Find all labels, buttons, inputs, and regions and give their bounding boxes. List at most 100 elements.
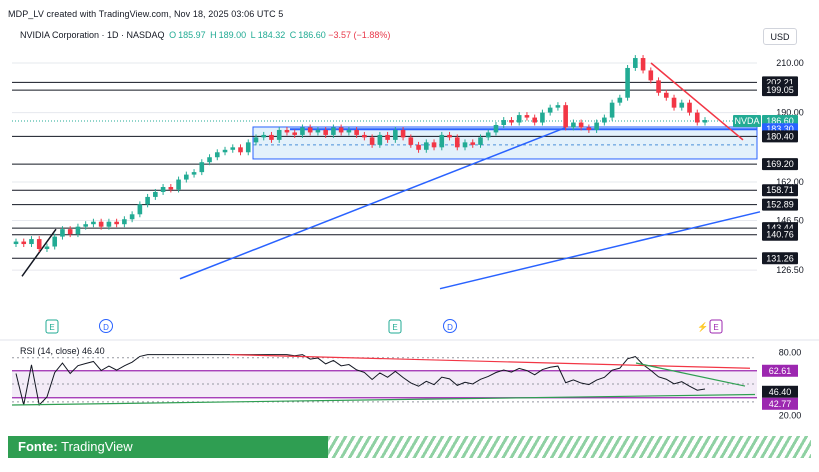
footer-label-bold: Fonte: bbox=[18, 439, 58, 454]
candle-body bbox=[83, 224, 88, 227]
rsi-legend: RSI (14, close) 46.40 bbox=[20, 346, 105, 356]
symbol-title: NVIDIA Corporation · 1D · NASDAQ bbox=[20, 30, 165, 40]
resistance-line bbox=[650, 62, 744, 141]
candle-body bbox=[199, 162, 205, 173]
uptrend-line bbox=[179, 126, 567, 280]
price-label-box bbox=[762, 158, 798, 171]
price-tick-label: 190.00 bbox=[776, 108, 804, 118]
range-box bbox=[252, 126, 758, 160]
rsi-down-line bbox=[635, 362, 746, 387]
close-value: 186.60 bbox=[298, 30, 326, 40]
candle-body bbox=[679, 102, 685, 108]
candle-body bbox=[369, 137, 375, 145]
candle-body bbox=[602, 117, 607, 123]
candle-body bbox=[145, 196, 150, 205]
open-value: 185.97 bbox=[178, 30, 206, 40]
candle-body bbox=[207, 157, 212, 163]
candle-body bbox=[586, 127, 592, 130]
event-marker-label: E bbox=[49, 323, 54, 332]
high-label: H bbox=[210, 30, 217, 40]
rsi-resistance-line bbox=[229, 354, 751, 369]
candle-body bbox=[663, 92, 669, 98]
footer-label: Fonte: TradingView bbox=[18, 439, 133, 454]
price-chart[interactable]: 210.00 190.00 162.00 146.50 126.50 202.21199.… bbox=[0, 0, 819, 436]
candle-body bbox=[331, 127, 336, 135]
rsi-support-line bbox=[11, 393, 756, 406]
candle-body bbox=[114, 221, 119, 225]
candle-body bbox=[454, 137, 460, 148]
event-marker-label: D bbox=[103, 323, 109, 332]
event-marker-label: D bbox=[447, 323, 453, 332]
event-marker-label: E bbox=[392, 323, 397, 332]
candle-body bbox=[578, 122, 584, 128]
candle-body bbox=[671, 97, 677, 108]
candle-body bbox=[633, 58, 638, 68]
earnings-marker bbox=[45, 319, 59, 334]
rsi-label-text: 42.77 bbox=[769, 399, 792, 409]
price-label-text: 202.21 bbox=[766, 77, 794, 87]
price-label-box bbox=[762, 252, 798, 265]
price-label-text: 143.44 bbox=[766, 223, 794, 233]
candle-body bbox=[540, 112, 545, 123]
price-label-box bbox=[733, 115, 761, 128]
candle-body bbox=[532, 117, 537, 123]
candle-body bbox=[393, 129, 398, 140]
rsi-legend-value: 46.40 bbox=[82, 346, 105, 356]
price-tick-label: 146.50 bbox=[776, 215, 804, 225]
candle-body bbox=[67, 229, 73, 235]
price-label-text: 199.05 bbox=[766, 85, 794, 95]
price-grid bbox=[12, 62, 757, 271]
candle-body bbox=[307, 127, 313, 133]
candle-body bbox=[648, 70, 654, 81]
price-tick-label: 210.00 bbox=[776, 58, 804, 68]
candle-body bbox=[284, 129, 290, 133]
candle-body bbox=[501, 120, 507, 125]
candle-body bbox=[424, 142, 429, 150]
candles bbox=[13, 55, 708, 252]
symbol-legend: NVIDIA Corporation · 1D · NASDAQ O 185.97… bbox=[20, 30, 390, 40]
candle-body bbox=[44, 246, 50, 249]
candle-body bbox=[323, 129, 328, 135]
candle-body bbox=[98, 221, 104, 227]
candle-body bbox=[300, 127, 305, 135]
candle-body bbox=[640, 58, 646, 71]
candle-body bbox=[52, 236, 58, 247]
candle-body bbox=[168, 187, 174, 190]
candle-body bbox=[594, 122, 599, 130]
price-label-text: 180.40 bbox=[766, 131, 794, 141]
rsi-label-box bbox=[762, 397, 798, 410]
candle-body bbox=[230, 147, 236, 150]
candle-body bbox=[439, 134, 445, 148]
early-trend-line bbox=[21, 228, 57, 277]
earnings-marker bbox=[709, 319, 723, 334]
open-label: O bbox=[169, 30, 177, 40]
candle-body bbox=[656, 80, 661, 93]
candle-body bbox=[694, 112, 700, 123]
price-label-text: 158.71 bbox=[766, 185, 794, 195]
dividend-marker bbox=[99, 319, 113, 333]
trend-lines bbox=[21, 62, 761, 290]
high-value: 189.00 bbox=[218, 30, 247, 40]
candle-body bbox=[617, 97, 623, 103]
candle-body bbox=[400, 129, 406, 138]
candle-body bbox=[122, 219, 127, 225]
low-label: L bbox=[250, 30, 256, 40]
candle-body bbox=[516, 115, 522, 123]
candle-body bbox=[447, 134, 452, 138]
candle-body bbox=[176, 179, 181, 190]
event-marker-label: E bbox=[713, 323, 718, 332]
candle-body bbox=[245, 142, 251, 153]
candle-body bbox=[222, 149, 228, 153]
price-label-text: 169.20 bbox=[766, 159, 794, 169]
candle-body bbox=[129, 214, 135, 220]
rsi-line bbox=[15, 354, 706, 407]
candle-body bbox=[509, 120, 514, 123]
price-label-box bbox=[762, 228, 798, 241]
candle-body bbox=[493, 125, 499, 133]
price-label-text: NVDA bbox=[734, 116, 759, 126]
price-levels bbox=[12, 81, 757, 259]
currency-button[interactable]: USD bbox=[763, 28, 797, 45]
candle-body bbox=[470, 142, 476, 145]
candle-body bbox=[269, 134, 274, 140]
range-box-rect bbox=[252, 126, 758, 160]
